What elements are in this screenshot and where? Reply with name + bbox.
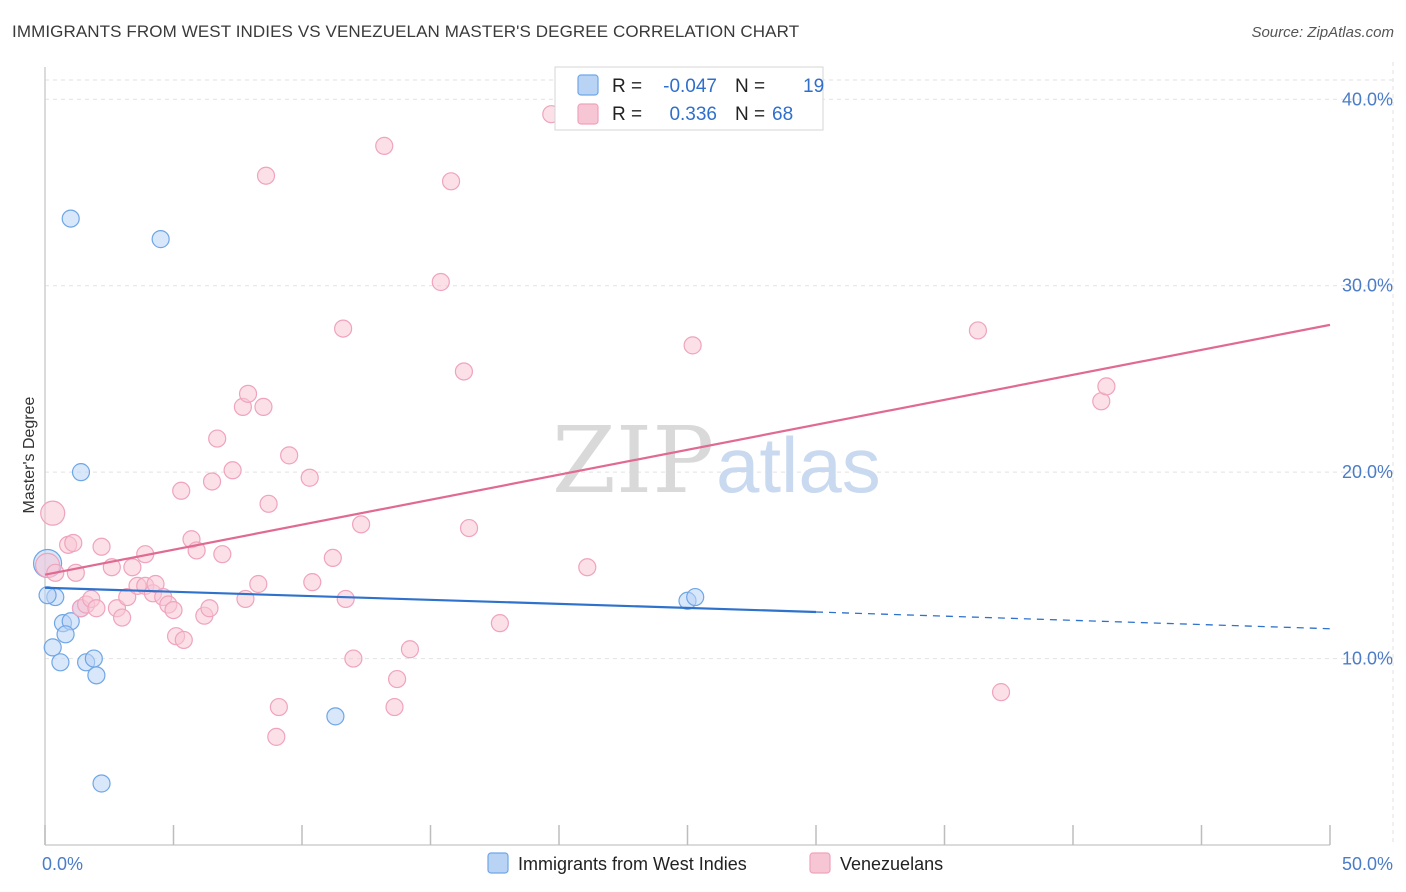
y-tick-label-2: 30.0%: [1342, 276, 1393, 296]
venezuelans-point-14: [118, 587, 137, 607]
legend-r-value-venezuelans: 0.336: [669, 104, 717, 125]
venezuelans-point-55: [400, 640, 420, 659]
venezuelans-point-39: [254, 397, 273, 416]
venezuelans-point-13: [112, 608, 132, 627]
west-indies-point-4: [71, 463, 91, 482]
venezuelans-point-33: [213, 545, 232, 564]
venezuelans-point-67: [1097, 377, 1116, 396]
venezuelans-point-41: [259, 494, 278, 513]
series-legend-swatch-venezuelans: [809, 852, 831, 874]
y-axis-label: Master's Degree: [21, 396, 38, 513]
venezuelans-point-63: [683, 336, 702, 355]
venezuelans-point-9: [87, 599, 106, 618]
venezuelans-point-53: [385, 697, 404, 717]
x-tick-label-1: 50.0%: [1342, 854, 1393, 874]
legend-swatch-venezuelans: [577, 103, 599, 125]
series-legend-label-venezuelans: Venezuelans: [840, 854, 943, 874]
data-points: [32, 105, 1116, 793]
y-tick-label-1: 20.0%: [1342, 462, 1393, 482]
venezuelans-point-42: [267, 727, 286, 746]
venezuelans-point-65: [991, 683, 1011, 702]
west-indies-trend-extension: [815, 611, 1331, 630]
venezuelans-point-52: [375, 136, 394, 155]
axes: [44, 67, 1331, 846]
venezuelans-point-15: [123, 558, 142, 577]
venezuelans-point-46: [303, 573, 322, 592]
legend-r-label-0: R =: [612, 76, 642, 97]
west-indies-point-8: [56, 625, 75, 644]
venezuelans-point-48: [334, 319, 353, 338]
series-legend-label-west-indies: Immigrants from West Indies: [518, 854, 747, 874]
venezuelans-point-0: [40, 500, 66, 526]
venezuelans-point-37: [238, 384, 258, 403]
venezuelans-point-26: [172, 481, 191, 500]
west-indies-point-2: [61, 209, 80, 228]
venezuelans-point-4: [64, 533, 83, 553]
venezuelans-point-57: [441, 172, 461, 191]
venezuelans-point-54: [387, 669, 407, 689]
west-indies-point-18: [38, 586, 57, 605]
series-legend-swatch-west-indies: [487, 852, 509, 874]
venezuelans-point-43: [269, 697, 288, 717]
venezuelans-point-51: [352, 515, 371, 534]
venezuelans-point-64: [968, 321, 988, 340]
x-tick-label-0: 0.0%: [42, 854, 83, 874]
west-indies-point-17: [686, 587, 705, 607]
west-indies-trend-line: [44, 586, 817, 614]
legend-n-label-0: N =: [735, 76, 765, 97]
trend-lines: [44, 323, 1331, 630]
legend-n-value-west-indies: 19: [803, 76, 824, 97]
venezuelans-trend-line: [44, 323, 1331, 576]
west-indies-point-9: [43, 638, 62, 657]
chart-title: IMMIGRANTS FROM WEST INDIES VS VENEZUELA…: [12, 22, 800, 41]
venezuelans-point-47: [323, 548, 342, 568]
watermark-atlas: atlas: [716, 421, 881, 509]
y-tick-labels: 10.0% 20.0% 30.0% 40.0%: [1342, 89, 1393, 668]
venezuelans-point-25: [174, 630, 193, 650]
venezuelans-point-60: [490, 614, 509, 633]
watermark: ZIP atlas: [552, 407, 881, 514]
y-tick-label-3: 40.0%: [1342, 89, 1393, 109]
venezuelans-point-58: [454, 362, 474, 381]
venezuelans-point-44: [280, 446, 299, 465]
venezuelans-point-31: [202, 472, 222, 491]
x-tick-labels: 0.0% 50.0%: [42, 854, 1393, 874]
series-legend: Immigrants from West Indies Venezuelans: [487, 852, 943, 874]
venezuelans-point-62: [578, 558, 597, 577]
west-indies-point-14: [92, 774, 111, 793]
venezuelans-point-50: [344, 649, 363, 668]
legend-box: [554, 66, 824, 131]
y-tick-label-0: 10.0%: [1342, 649, 1393, 669]
venezuelans-point-30: [200, 599, 219, 618]
venezuelans-point-49: [336, 589, 355, 609]
west-indies-point-13: [87, 666, 106, 685]
stats-legend: R = -0.047 N = 19 R = 0.336 N = 68: [554, 66, 824, 131]
west-indies-point-10: [51, 653, 70, 672]
venezuelans-point-40: [256, 166, 276, 185]
west-indies-point-3: [151, 230, 170, 249]
legend-n-label-1: N =: [735, 104, 765, 125]
legend-r-label-1: R =: [612, 104, 642, 125]
legend-r-value-west-indies: -0.047: [663, 76, 717, 97]
venezuelans-point-56: [431, 272, 450, 292]
source-label: Source: ZipAtlas.com: [1251, 24, 1394, 41]
west-indies-point-15: [326, 707, 345, 726]
venezuelans-point-10: [92, 537, 111, 556]
venezuelans-point-34: [223, 461, 242, 480]
venezuelans-point-23: [164, 600, 183, 620]
venezuelans-point-59: [459, 518, 479, 538]
west-indies-point-12: [84, 649, 103, 668]
venezuelans-point-32: [208, 429, 227, 448]
legend-swatch-west-indies: [577, 74, 599, 96]
legend-n-value-venezuelans: 68: [772, 104, 793, 125]
venezuelans-point-45: [300, 468, 319, 487]
venezuelans-point-38: [249, 574, 268, 594]
